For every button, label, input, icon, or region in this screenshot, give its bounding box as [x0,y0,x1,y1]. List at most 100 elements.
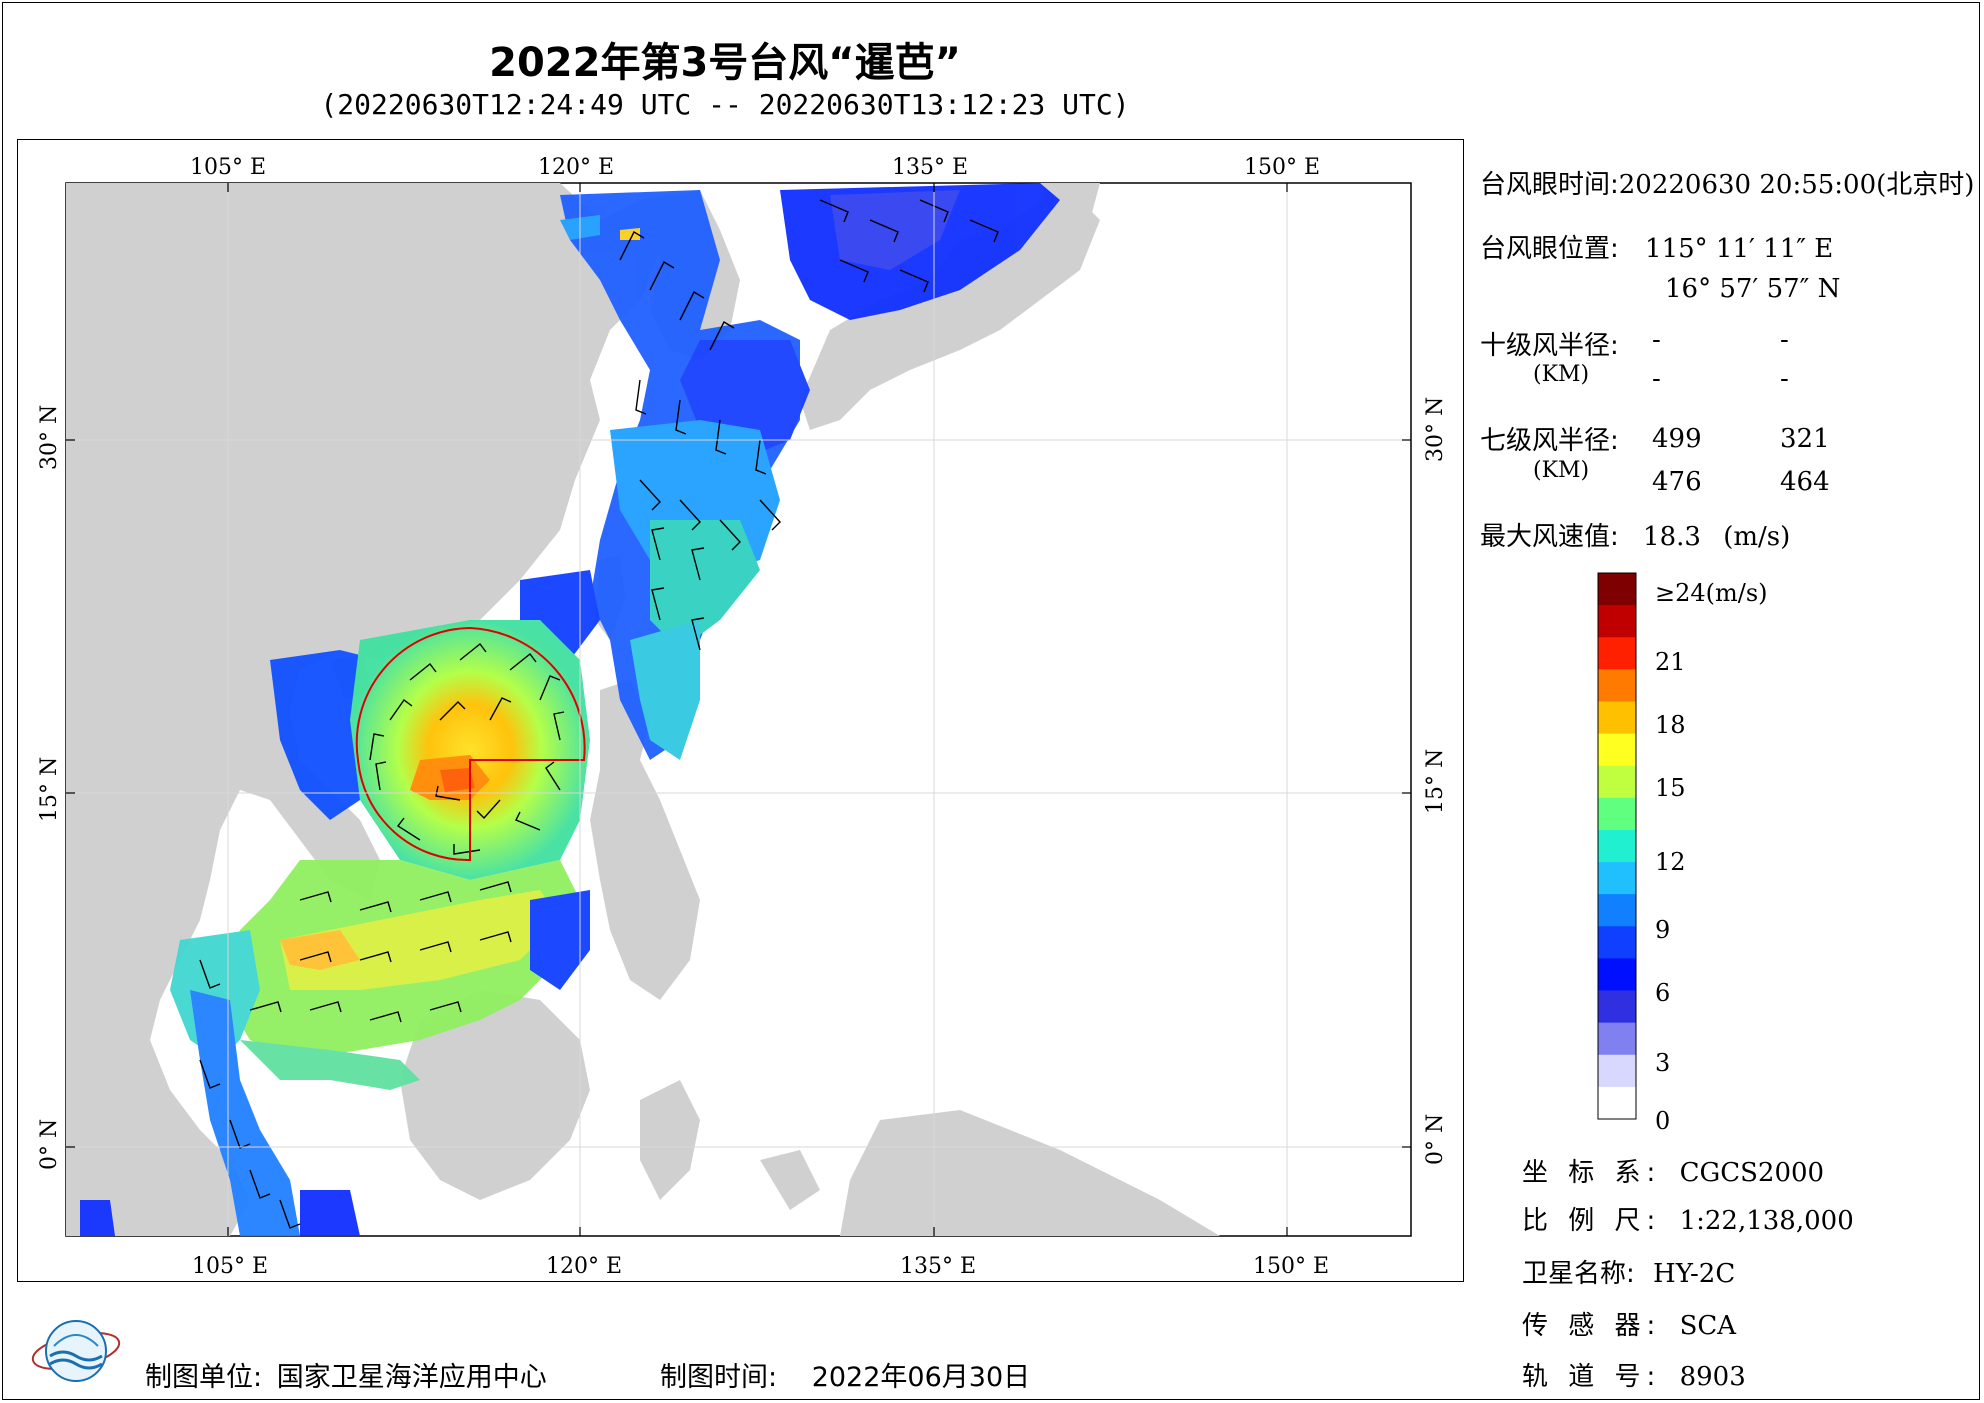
scale-label: 比 例 尺: [1522,1206,1662,1236]
colorbar-segment [1598,701,1636,735]
colorbar-segment [1598,765,1636,799]
colorbar-tick: ≥24(m/s) [1655,579,1768,607]
land-sulawesi [640,1080,700,1200]
orbit-label: 轨 道 号: [1522,1362,1662,1392]
land-asia-mainland [66,183,660,1236]
map-title: 2022年第3号台风“暹芭” [489,40,961,86]
bottom-lon-label: 150° E [1253,1254,1329,1279]
colorbar-segment [1598,894,1636,927]
r10-value: - [1652,325,1661,355]
colorbar-segment [1598,605,1636,638]
r7-value: 499 [1652,424,1702,454]
colorbar-segment [1598,829,1636,863]
colorbar-segment [1598,958,1636,992]
r10-value: - [1652,364,1661,394]
top-lon-label: 120° E [538,155,614,180]
crs-row: 坐 标 系: CGCS2000 [1522,1152,1824,1189]
right-lat-label: 30° N [1423,397,1448,462]
colorbar-segment [1598,1086,1636,1120]
wind-radius-outline [355,626,586,862]
top-lon-label: 150° E [1244,155,1320,180]
org-row: 制图单位: 国家卫星海洋应用中心 [145,1355,547,1394]
eye-pos-label: 台风眼位置: [1480,234,1619,264]
sensor-value: SCA [1679,1311,1737,1341]
date-value: 2022年06月30日 [811,1362,1031,1393]
r7-value: 321 [1780,424,1830,454]
colorbar [1597,572,1637,1120]
r7-label: 七级风半径: [1480,426,1619,456]
satellite-label: 卫星名称: [1522,1259,1635,1289]
map-panel [17,139,1464,1282]
left-lat-label: 15° N [37,757,62,822]
r10-label: 十级风半径: [1480,331,1619,361]
colorbar-tick: 18 [1655,711,1686,739]
right-lat-label: 0° N [1423,1114,1448,1165]
r10-value: - [1780,364,1789,394]
scale-row: 比 例 尺: 1:22,138,000 [1522,1200,1854,1237]
bottom-lon-label: 120° E [546,1254,622,1279]
sensor-label: 传 感 器: [1522,1311,1662,1341]
eye-lat-value: 16° 57′ 57″ N [1665,274,1841,304]
r10-unit: (KM) [1533,362,1590,387]
land-islands-east [760,1150,820,1210]
land-philippines [590,680,700,1000]
colorbar-tick: 12 [1655,848,1686,876]
colorbar-tick: 9 [1655,916,1671,944]
date-label: 制图时间: [660,1362,778,1393]
wind-swath [80,183,1060,1236]
land-japan [800,190,1100,430]
max-wind: 最大风速值: 18.3 (m/s) [1480,516,1790,553]
top-lon-label: 105° E [190,155,266,180]
colorbar-segment [1598,797,1636,831]
org-value: 国家卫星海洋应用中心 [276,1362,547,1393]
bottom-lon-label: 105° E [192,1254,268,1279]
left-lat-label: 0° N [37,1119,62,1170]
orbit-row: 轨 道 号: 8903 [1522,1356,1746,1393]
org-label: 制图单位: [145,1362,263,1393]
date-row: 制图时间: 2022年06月30日 [660,1355,1030,1394]
bottom-lon-label: 135° E [900,1254,976,1279]
land-sumatra [66,1050,230,1236]
wind-barbs [199,199,999,1229]
colorbar-segment [1598,862,1636,895]
eye-time-label: 台风眼时间: [1480,170,1619,200]
crs-label: 坐 标 系: [1522,1158,1662,1188]
colorbar-tick: 6 [1655,979,1671,1007]
scale-value: 1:22,138,000 [1679,1206,1854,1236]
satellite-value: HY-2C [1653,1259,1736,1289]
colorbar-border [1597,572,1637,1120]
max-wind-unit: (m/s) [1723,522,1791,552]
colorbar-segment [1598,1022,1636,1056]
colorbar-segment [1598,669,1636,702]
eye-position: 台风眼位置: 115° 11′ 11″ E [1480,228,1833,265]
right-lat-label: 15° N [1423,749,1448,814]
colorbar-segment [1598,926,1636,959]
colorbar-segment [1598,573,1636,606]
colorbar-tick: 15 [1655,774,1686,802]
eye-time: 台风眼时间:20220630 20:55:00(北京时) [1480,164,1974,201]
colorbar-segment [1598,1054,1636,1088]
colorbar-segment [1598,990,1636,1024]
nsoas-logo-icon [31,1320,121,1382]
colorbar-segment [1598,733,1636,767]
graticule [66,183,1411,1236]
colorbar-tick: 0 [1655,1107,1671,1135]
r7-value: 476 [1652,467,1702,497]
r7-value: 464 [1780,467,1830,497]
colorbar-segment [1598,637,1636,670]
r7-unit: (KM) [1533,458,1590,483]
orbit-value: 8903 [1679,1362,1746,1392]
map-subtitle: (20220630T12:24:49 UTC -- 20220630T13:12… [320,88,1130,121]
land-new-guinea [840,1110,1220,1236]
top-lon-label: 135° E [892,155,968,180]
satellite-row: 卫星名称: HY-2C [1522,1253,1735,1290]
eye-lon-value: 115° 11′ 11″ E [1645,234,1834,264]
land-hokkaido [1040,183,1100,230]
max-wind-label: 最大风速值: [1480,522,1619,552]
max-wind-value: 18.3 [1643,522,1701,552]
r10-value: - [1780,325,1789,355]
crs-value: CGCS2000 [1679,1158,1825,1188]
eye-time-value: 20220630 20:55:00(北京时) [1618,170,1975,200]
